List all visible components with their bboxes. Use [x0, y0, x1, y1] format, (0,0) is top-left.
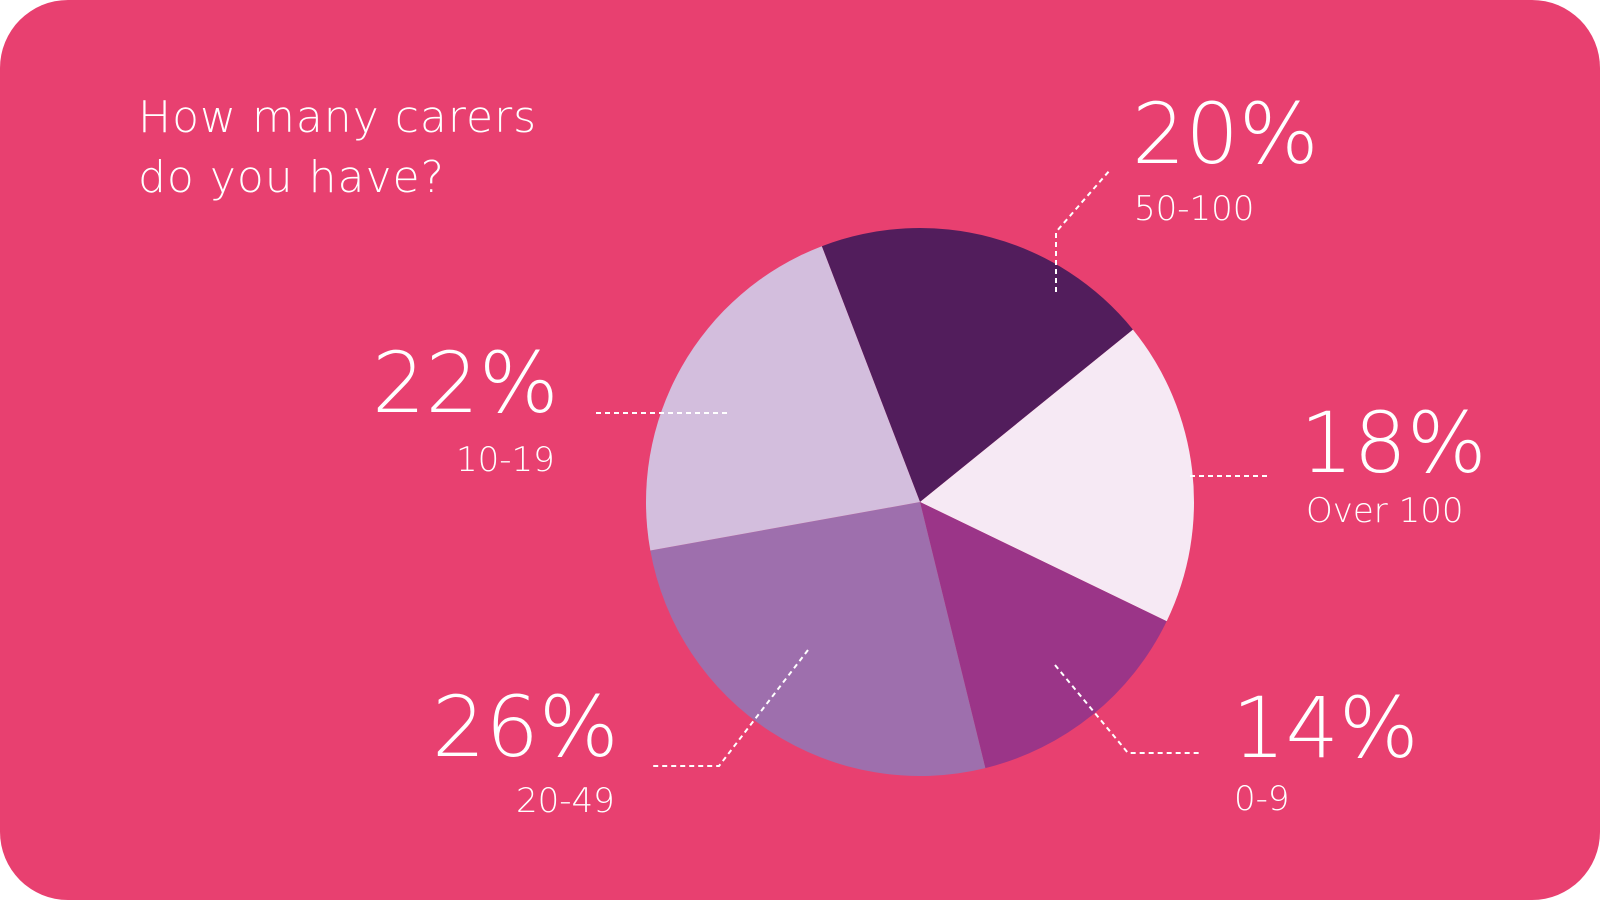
category-label: 50-100	[1134, 189, 1254, 229]
pie-slice-20-49	[650, 502, 986, 776]
category-label: 20-49	[516, 781, 615, 821]
pie-slices	[646, 228, 1195, 776]
leader-line-0-9	[1054, 664, 1202, 754]
label-group-0-9: 14% 0-9	[1232, 679, 1419, 819]
leader-line-20-49	[652, 649, 809, 767]
pie-slice-10-19	[646, 246, 920, 551]
label-group-20-49: 26% 20-49	[432, 678, 619, 821]
category-label: 0-9	[1234, 779, 1290, 819]
pie-slice-over-100	[920, 329, 1195, 622]
category-label: 10-19	[456, 440, 555, 480]
percent-label: 14%	[1232, 679, 1419, 777]
title-line: How many carers	[138, 92, 538, 143]
percent-label: 26%	[432, 678, 619, 776]
pie-slice-0-9	[920, 502, 1167, 769]
title-line: do you have?	[138, 152, 445, 203]
category-label: Over 100	[1306, 491, 1463, 531]
chart-title: How many carers do you have?	[138, 88, 537, 208]
pie-slice-50-100	[821, 228, 1133, 502]
percent-label: 22%	[372, 334, 559, 432]
percent-label: 20%	[1132, 85, 1319, 183]
leader-line-50-100	[1055, 169, 1111, 292]
label-group-50-100: 20% 50-100	[1132, 85, 1319, 229]
label-group-over-100: 18% Over 100	[1300, 394, 1487, 531]
label-group-10-19: 22% 10-19	[372, 334, 559, 480]
percent-label: 18%	[1300, 394, 1487, 492]
